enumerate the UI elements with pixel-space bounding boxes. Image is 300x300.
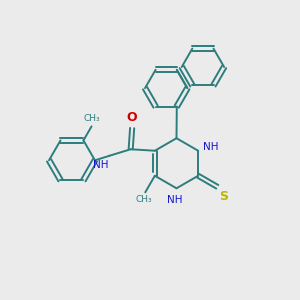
Text: NH: NH	[203, 142, 219, 152]
Text: NH: NH	[92, 160, 108, 170]
Text: NH: NH	[167, 195, 183, 205]
Text: S: S	[219, 190, 228, 203]
Text: CH₃: CH₃	[136, 195, 152, 204]
Text: CH₃: CH₃	[83, 114, 100, 123]
Text: O: O	[127, 111, 137, 124]
